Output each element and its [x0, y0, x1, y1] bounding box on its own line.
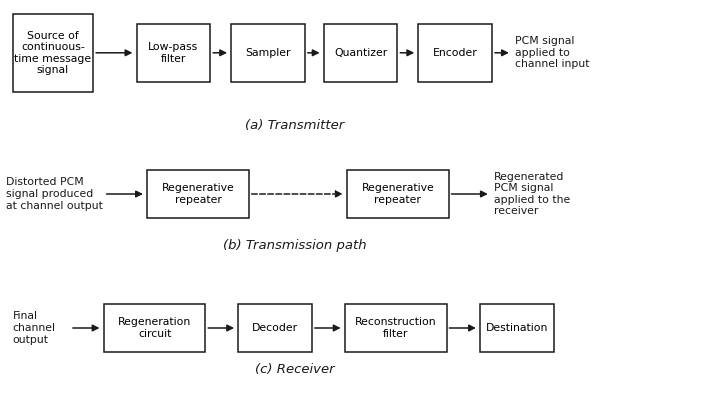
Bar — [418, 24, 492, 82]
Bar — [137, 24, 210, 82]
Bar — [347, 170, 449, 218]
Text: Quantizer: Quantizer — [334, 48, 387, 58]
Text: Decoder: Decoder — [252, 323, 298, 333]
Text: Regenerative
repeater: Regenerative repeater — [362, 183, 434, 205]
Text: Regenerated
PCM signal
applied to the
receiver: Regenerated PCM signal applied to the re… — [494, 172, 571, 216]
Text: Sampler: Sampler — [245, 48, 291, 58]
Bar — [13, 14, 93, 92]
Bar — [231, 24, 305, 82]
Text: Distorted PCM
signal produced
at channel output: Distorted PCM signal produced at channel… — [6, 178, 102, 210]
Bar — [324, 24, 397, 82]
Bar — [238, 304, 312, 352]
Text: Low-pass
filter: Low-pass filter — [149, 42, 198, 64]
Text: Regenerative
repeater: Regenerative repeater — [162, 183, 234, 205]
Bar — [480, 304, 554, 352]
Text: Final
channel
output: Final channel output — [13, 311, 55, 344]
Text: (c) Receiver: (c) Receiver — [254, 364, 334, 376]
Text: Reconstruction
filter: Reconstruction filter — [355, 317, 437, 339]
Bar — [104, 304, 205, 352]
Text: Source of
continuous-
time message
signal: Source of continuous- time message signa… — [14, 31, 92, 75]
Text: Encoder: Encoder — [433, 48, 477, 58]
Text: PCM signal
applied to
channel input: PCM signal applied to channel input — [515, 36, 589, 70]
Text: (b) Transmission path: (b) Transmission path — [223, 240, 366, 252]
Bar — [345, 304, 447, 352]
Bar — [147, 170, 249, 218]
Text: (a) Transmitter: (a) Transmitter — [245, 120, 344, 132]
Text: Destination: Destination — [486, 323, 548, 333]
Text: Regeneration
circuit: Regeneration circuit — [118, 317, 191, 339]
